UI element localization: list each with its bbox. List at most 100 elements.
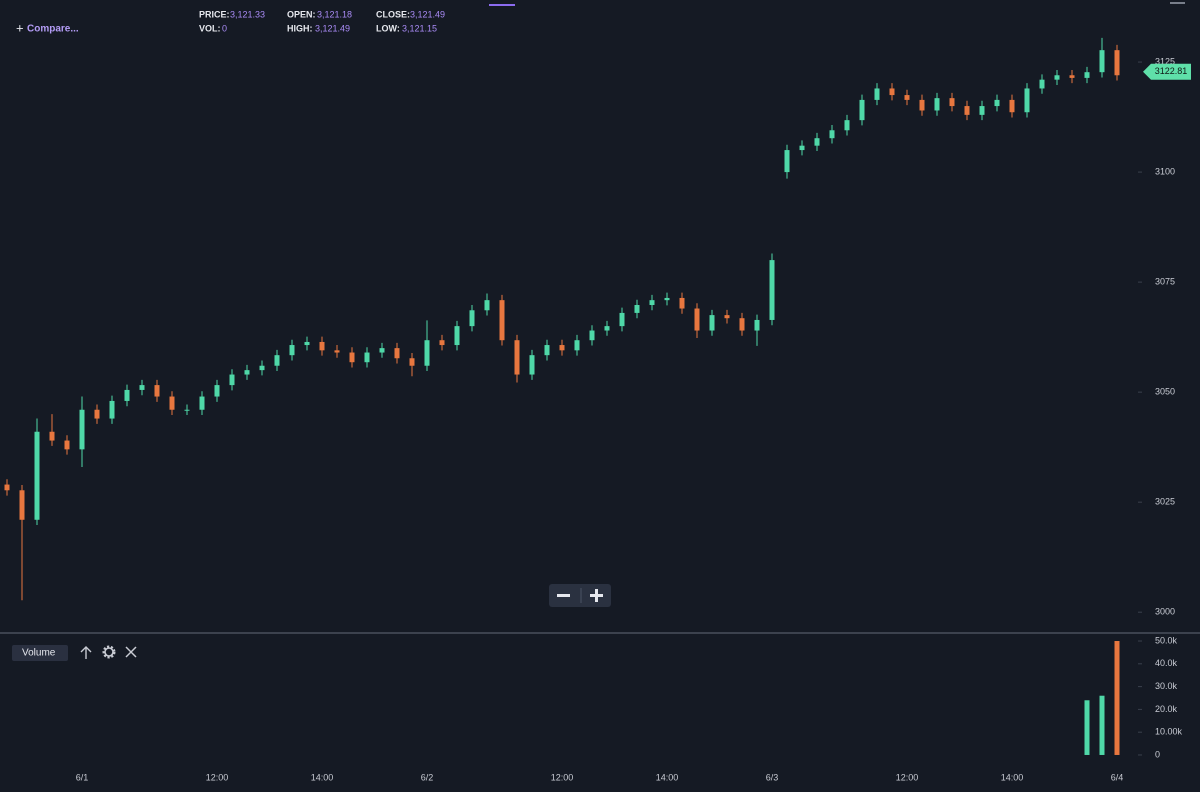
candle-body [304, 341, 310, 346]
stat-value: 3,121.49 [410, 9, 445, 19]
candle-body [769, 260, 775, 320]
gear-ring [104, 647, 114, 657]
x-tick-label: 6/3 [766, 772, 779, 782]
candle-body [694, 308, 700, 331]
stat-label: HIGH: [287, 23, 313, 33]
candle-body [79, 409, 85, 450]
volume-tag[interactable] [12, 645, 68, 661]
candle-body [1054, 75, 1060, 80]
candle-body [1009, 99, 1015, 113]
candle-body [739, 318, 745, 331]
candle-body [754, 319, 760, 331]
compare-label: Compare... [27, 24, 79, 35]
zoom-out[interactable] [557, 594, 570, 597]
candle-body [394, 348, 400, 359]
candle-body [229, 374, 235, 386]
arrow-head [80, 646, 92, 653]
candle-body [679, 297, 685, 309]
x-tick-label: 12:00 [551, 772, 574, 782]
stat-value: 3,121.15 [402, 23, 437, 33]
candle-body [874, 88, 880, 100]
candle-body [64, 440, 70, 450]
candle-body [19, 490, 25, 520]
candle-body [559, 345, 565, 351]
candle-body [484, 300, 490, 311]
candle-body [889, 88, 895, 96]
stat-label: OPEN: [287, 9, 316, 19]
candle-body [829, 130, 835, 139]
last-price-label: 3122.81 [1155, 66, 1188, 76]
volume-bar [1114, 641, 1120, 755]
y-tick-label: 3125 [1155, 56, 1175, 66]
close-b [125, 646, 137, 658]
x-tick-label: 12:00 [206, 772, 229, 782]
compare-button[interactable]: + Compare... [16, 20, 79, 35]
candle-body [274, 355, 280, 366]
y-tick-label: 0 [1155, 749, 1160, 759]
candle-body [844, 120, 850, 131]
candle-body [979, 106, 985, 115]
candle-body [244, 370, 250, 375]
candle-body [379, 348, 385, 353]
stat-value: 3,121.18 [317, 9, 352, 19]
y-tick-label: 20.0k [1155, 704, 1178, 714]
y-tick-label: 50.0k [1155, 635, 1178, 645]
stat-value: 3,121.33 [230, 9, 265, 19]
close-icon[interactable] [125, 646, 137, 658]
y-tick-label: 3075 [1155, 276, 1175, 286]
candle-body [454, 326, 460, 346]
stat-label: PRICE: [199, 9, 230, 19]
candle-body [634, 304, 640, 313]
move-up-icon[interactable] [80, 646, 92, 659]
candle-body [709, 315, 715, 331]
candle-body [604, 326, 610, 331]
x-tick-label: 14:00 [656, 772, 679, 782]
y-tick-label: 3000 [1155, 607, 1175, 617]
candle-body [109, 400, 115, 419]
candle-body [409, 358, 415, 366]
y-tick-label: 3100 [1155, 166, 1175, 176]
candle-body [934, 98, 940, 111]
volume-controls: Volume [12, 645, 137, 661]
candle-body [4, 484, 10, 491]
candle-body [1099, 50, 1105, 73]
candle-body [544, 345, 550, 356]
candle-body [424, 340, 430, 366]
x-tick-label: 6/4 [1111, 772, 1124, 782]
stat-label: LOW: [376, 23, 400, 33]
candle-body [529, 355, 535, 375]
candle-body [1024, 88, 1030, 113]
gear-teeth [102, 645, 116, 659]
candle-body [1114, 50, 1120, 76]
candle-body [1069, 75, 1075, 78]
candle-body [214, 385, 220, 397]
x-tick-label: 12:00 [896, 772, 919, 782]
candle-body [514, 340, 520, 375]
zoom-in[interactable] [590, 589, 603, 602]
candle-body [964, 106, 970, 115]
candle-body [949, 98, 955, 107]
candle-body [154, 385, 160, 397]
volume-bar [1084, 700, 1090, 755]
zoom-in-v [595, 589, 598, 602]
candle-body [589, 330, 595, 341]
candle-body [139, 385, 145, 390]
candle-body [169, 396, 175, 410]
y-tick-label: 10.00k [1155, 727, 1183, 737]
candle-body [439, 340, 445, 346]
candle-body [499, 300, 505, 341]
candle-body [49, 431, 55, 441]
y-tick-label: 3025 [1155, 497, 1175, 507]
candle-body [364, 352, 370, 363]
y-tick-label: 30.0k [1155, 681, 1178, 691]
candle-body [319, 341, 325, 351]
candle-body [334, 350, 340, 353]
candle-body [994, 99, 1000, 107]
candle-body [664, 297, 670, 301]
settings-icon[interactable] [102, 645, 116, 659]
